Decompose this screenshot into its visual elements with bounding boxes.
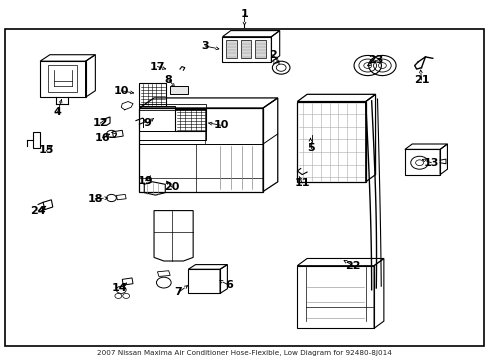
Text: 13: 13 <box>423 158 438 168</box>
Text: 7: 7 <box>174 287 182 297</box>
Text: 11: 11 <box>294 178 309 188</box>
Text: 8: 8 <box>164 75 172 85</box>
Polygon shape <box>175 109 206 131</box>
Text: 6: 6 <box>224 280 232 290</box>
Text: 16: 16 <box>95 132 110 143</box>
Text: 12: 12 <box>92 118 108 128</box>
Text: 20: 20 <box>164 182 180 192</box>
Text: 21: 21 <box>413 75 428 85</box>
Text: 10: 10 <box>213 120 228 130</box>
Polygon shape <box>225 40 236 58</box>
Text: 17: 17 <box>149 62 165 72</box>
Text: 2: 2 <box>268 50 276 60</box>
Text: 3: 3 <box>201 41 209 51</box>
Bar <box>5 29 483 346</box>
Polygon shape <box>240 40 251 58</box>
Polygon shape <box>170 86 188 94</box>
Text: 9: 9 <box>143 118 151 128</box>
Text: 19: 19 <box>138 176 153 186</box>
Text: 22: 22 <box>345 261 360 271</box>
Text: 14: 14 <box>112 283 127 293</box>
Text: 4: 4 <box>54 107 61 117</box>
Polygon shape <box>139 83 166 106</box>
Text: 15: 15 <box>39 145 54 156</box>
Text: 2007 Nissan Maxima Air Conditioner Hose-Flexible, Low Diagram for 92480-8J014: 2007 Nissan Maxima Air Conditioner Hose-… <box>97 350 391 356</box>
Text: 23: 23 <box>367 55 383 66</box>
Text: 18: 18 <box>87 194 103 204</box>
Polygon shape <box>255 40 265 58</box>
Text: 5: 5 <box>306 143 314 153</box>
Text: 10: 10 <box>113 86 129 96</box>
Text: 1: 1 <box>240 9 248 19</box>
Text: 24: 24 <box>30 206 46 216</box>
